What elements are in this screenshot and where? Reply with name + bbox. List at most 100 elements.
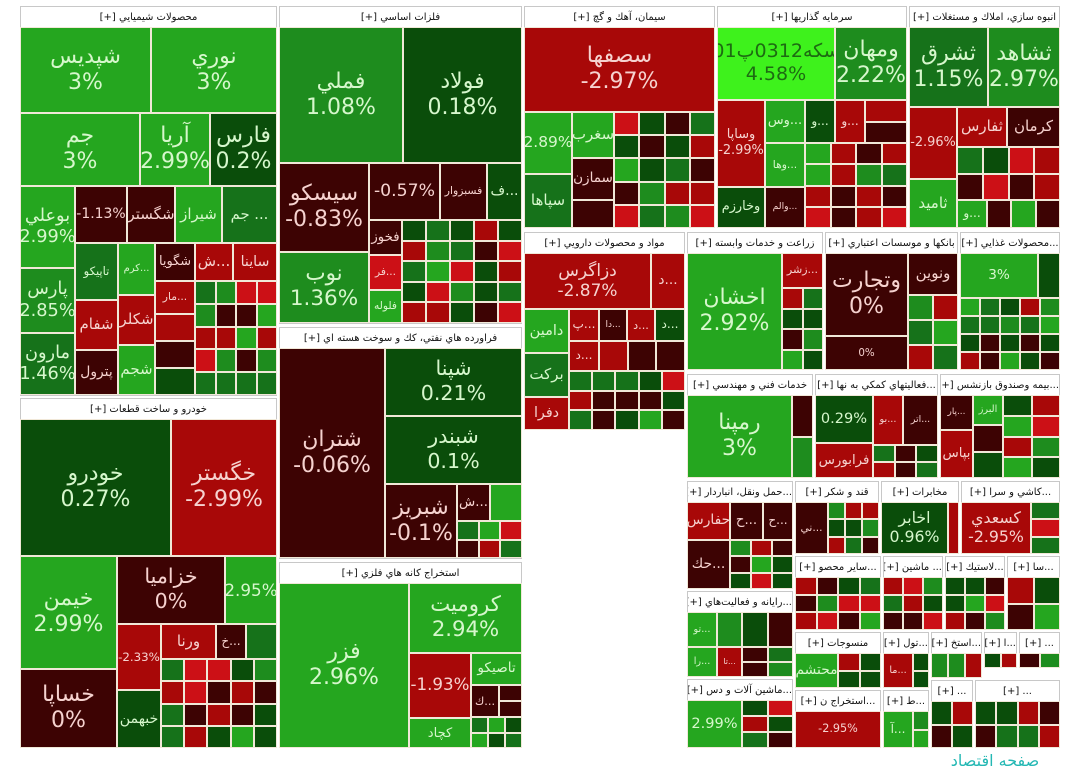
stock-tile-small[interactable]	[768, 647, 793, 662]
stock-tile-small[interactable]	[184, 726, 207, 748]
stock-tile-small[interactable]	[792, 437, 813, 478]
sector-title-expand[interactable]: ...سا [+]	[1008, 557, 1059, 578]
stock-tile-small[interactable]	[474, 241, 498, 261]
stock-tile-small[interactable]	[751, 573, 772, 589]
stock-tile[interactable]: خيمن 2.99%	[20, 556, 117, 669]
stock-tile-small[interactable]	[615, 410, 639, 430]
stock-tile-small[interactable]	[639, 135, 665, 158]
stock-tile-small[interactable]	[1040, 653, 1060, 668]
stock-tile-small[interactable]	[913, 671, 929, 688]
stock-tile-small[interactable]	[569, 371, 592, 391]
stock-tile-small[interactable]	[628, 341, 656, 371]
stock-tile[interactable]: پترول	[75, 350, 118, 395]
stock-tile-small[interactable]	[1031, 537, 1060, 554]
stock-tile-small[interactable]	[1040, 352, 1060, 370]
sector-title-expand[interactable]: زراعت و خدمات وابسته [+]	[688, 233, 822, 254]
stock-tile-small[interactable]	[572, 200, 614, 228]
stock-tile-small[interactable]	[1011, 200, 1036, 228]
stock-tile-small[interactable]	[803, 350, 823, 370]
stock-tile-small[interactable]	[1034, 604, 1060, 630]
stock-tile[interactable]: فلوله	[369, 290, 402, 323]
stock-tile-small[interactable]	[426, 261, 450, 282]
stock-tile-small[interactable]	[933, 295, 958, 320]
stock-tile-small[interactable]	[614, 135, 639, 158]
stock-tile-small[interactable]	[1032, 416, 1060, 437]
stock-tile-small[interactable]	[216, 372, 236, 395]
stock-tile[interactable]: -2.95%	[795, 711, 881, 748]
stock-tile[interactable]: ...را	[687, 647, 717, 677]
stock-tile[interactable]: شيراز	[175, 186, 222, 243]
stock-tile[interactable]: ...خ	[216, 624, 246, 659]
stock-tile-small[interactable]	[948, 653, 965, 678]
stock-tile-small[interactable]	[860, 595, 881, 612]
stock-tile-small[interactable]	[665, 182, 690, 205]
stock-tile-small[interactable]	[975, 701, 996, 725]
stock-tile-small[interactable]	[873, 445, 895, 462]
stock-tile-small[interactable]	[402, 220, 426, 241]
stock-tile[interactable]: ... جم	[222, 186, 277, 243]
stock-tile[interactable]: ...مار	[155, 281, 195, 314]
stock-tile-small[interactable]	[161, 659, 184, 681]
stock-tile[interactable]: بوعلي 2.99%	[20, 186, 75, 268]
stock-tile-small[interactable]	[690, 205, 715, 228]
stock-tile-small[interactable]	[450, 302, 474, 323]
stock-tile-small[interactable]	[742, 612, 768, 647]
stock-tile-small[interactable]	[474, 282, 498, 302]
sector-title-expand[interactable]: محصولات شيميايي [+]	[21, 7, 276, 28]
stock-tile-small[interactable]	[1036, 200, 1060, 228]
stock-tile[interactable]: ...ش	[457, 484, 490, 521]
stock-tile-small[interactable]	[690, 158, 715, 182]
stock-tile-small[interactable]	[231, 681, 254, 704]
stock-tile-small[interactable]	[965, 653, 982, 678]
stock-tile-small[interactable]	[592, 371, 615, 391]
stock-tile-small[interactable]	[952, 725, 973, 748]
stock-tile-small[interactable]	[1000, 316, 1020, 334]
stock-tile-small[interactable]	[1032, 437, 1060, 457]
stock-tile-small[interactable]	[860, 653, 881, 671]
stock-tile-small[interactable]	[817, 577, 838, 595]
stock-tile-small[interactable]	[662, 391, 685, 410]
stock-tile[interactable]: كسعدي -2.95%	[961, 502, 1031, 554]
stock-tile[interactable]: حفارس	[687, 502, 730, 540]
stock-tile-small[interactable]	[488, 717, 505, 733]
stock-tile-small[interactable]	[908, 345, 933, 370]
stock-tile-small[interactable]	[985, 577, 1005, 595]
stock-tile-small[interactable]	[933, 345, 958, 370]
stock-tile[interactable]: رمپنا 3%	[687, 395, 792, 478]
stock-tile[interactable]: فولاد 0.18%	[403, 27, 522, 163]
stock-tile-small[interactable]	[831, 143, 856, 164]
stock-tile-small[interactable]	[592, 391, 615, 410]
stock-tile[interactable]: ...وس	[765, 100, 805, 143]
stock-tile-small[interactable]	[474, 302, 498, 323]
stock-tile-small[interactable]	[952, 701, 973, 725]
stock-tile-small[interactable]	[426, 241, 450, 261]
stock-tile-small[interactable]	[1000, 298, 1020, 316]
stock-tile[interactable]: ...اتر	[903, 395, 938, 445]
stock-tile[interactable]: شگويا	[155, 243, 195, 281]
stock-tile-small[interactable]	[903, 577, 923, 595]
stock-tile[interactable]: بركت	[524, 353, 569, 397]
stock-tile-small[interactable]	[965, 577, 985, 595]
stock-tile-small[interactable]	[913, 711, 929, 730]
stock-tile[interactable]: شفام	[75, 300, 118, 350]
sector-title-expand[interactable]: قند و شكر [+]	[796, 482, 878, 503]
stock-tile[interactable]: ...ح	[730, 502, 763, 540]
stock-tile-small[interactable]	[498, 241, 522, 261]
stock-tile-small[interactable]	[923, 612, 943, 630]
stock-tile-small[interactable]	[882, 186, 907, 207]
stock-tile[interactable]: ...د	[655, 309, 685, 341]
stock-tile-small[interactable]	[257, 349, 277, 372]
sector-title-expand[interactable]: خودرو و ساخت قطعات [+]	[21, 399, 276, 420]
stock-tile-small[interactable]	[805, 207, 831, 228]
stock-tile-small[interactable]	[1003, 457, 1032, 478]
stock-tile-small[interactable]	[1020, 298, 1040, 316]
stock-tile[interactable]: ثشاهد 2.97%	[988, 27, 1060, 107]
stock-tile-small[interactable]	[908, 320, 933, 345]
stock-tile-small[interactable]	[257, 372, 277, 395]
stock-tile[interactable]: -2.96%	[909, 107, 957, 179]
stock-tile[interactable]: تاصيكو	[471, 653, 522, 685]
stock-tile-small[interactable]	[838, 653, 860, 671]
stock-tile-small[interactable]	[216, 281, 236, 304]
stock-tile-small[interactable]	[923, 577, 943, 595]
sector-title-expand[interactable]: ...ماشين آلات و دس [+]	[688, 680, 792, 701]
